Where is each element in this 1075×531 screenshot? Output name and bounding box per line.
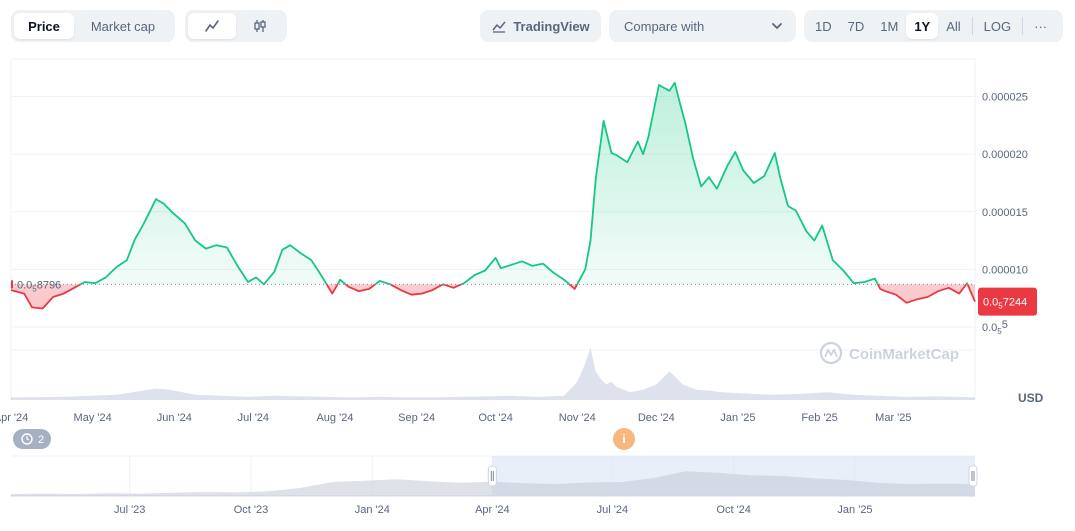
watermark-text: CoinMarketCap [849,346,959,363]
x-tick-label: Jan '25 [720,412,755,424]
tradingview-button[interactable]: TradingView [480,10,601,42]
history-icon [21,433,33,445]
baseline-marker [11,280,13,289]
x-tick-label: Sep '24 [398,412,435,424]
more-options-button[interactable]: ··· [1034,18,1048,34]
watermark: CoinMarketCap [819,341,959,365]
y-axis-ticks: 0.000025 0.000020 0.000015 0.000010 0.055 [982,92,1028,336]
chevron-down-icon [772,23,782,29]
candlestick-icon [254,20,266,32]
event-marker-label: i [622,432,625,446]
y-tick-label: 0.000010 [982,264,1028,276]
navigator-right-handle[interactable] [968,465,978,487]
range-divider [1022,17,1024,35]
tradingview-icon [492,21,506,33]
currency-label: USD [1018,391,1044,405]
y-tick-label: 0.000015 [982,207,1028,219]
range-7d-button[interactable]: 7D [847,18,865,34]
coinmarketcap-logo-icon [819,341,843,365]
x-axis-ticks: Apr '24 May '24 Jun '24 Jul '24 Aug '24 Sep '… [0,412,912,424]
x-tick-label: Dec '24 [638,412,675,424]
line-chart-button[interactable] [188,13,236,39]
baseline-main: 0.0 [17,279,32,291]
navigator-tick-label: Jul '24 [597,504,628,516]
event-badge-count: 2 [38,434,44,446]
x-tick-label: Aug '24 [316,412,353,424]
navigator-tick-label: Oct '24 [716,504,751,516]
current-main: 0.0 [983,297,998,309]
x-tick-label: Jul '24 [238,412,269,424]
volume-bars [11,348,975,400]
chart-toolbar: Price Market cap TradingView Compare wit… [11,10,1064,42]
navigator-tick-label: Apr '24 [475,504,510,516]
price-line-up [78,81,969,285]
chart-style-toggle [185,10,287,42]
range-1y-button[interactable]: 1Y [906,13,939,39]
compare-with-label: Compare with [624,18,705,34]
navigator-tick-label: Oct '23 [234,504,269,516]
navigator-tick-label: Jan '25 [837,504,872,516]
baseline-price-label: 0.058796 [17,279,61,293]
y-tick-label: 0.000025 [982,92,1028,104]
navigator-left-handle[interactable] [487,465,497,487]
event-marker[interactable]: i [613,428,635,450]
price-tab[interactable]: Price [14,13,74,39]
current-price-badge [978,287,1037,316]
x-tick-label: Feb '25 [801,412,837,424]
current-price-label: 0.057244 [983,297,1027,311]
y-tick-label: 0.000020 [982,149,1028,161]
range-1d-button[interactable]: 1D [815,18,832,34]
current-subscript: 5 [998,302,1003,311]
x-tick-label: May '24 [74,412,112,424]
navigator-x-ticks: Jul '23 Oct '23 Jan '24 Apr '24 Jul '24 Oct '… [114,504,873,516]
volume-area [11,348,975,400]
x-tick-label: Jun '24 [157,412,192,424]
navigator-handle-grip [968,465,978,487]
range-1m-button[interactable]: 1M [880,18,899,34]
line-chart-icon [205,20,219,32]
navigator-tick-label: Jul '23 [114,504,145,516]
range-navigator[interactable]: Jul '23 Oct '23 Jan '24 Apr '24 Jul '24 Oct '… [11,455,978,516]
log-scale-button[interactable]: LOG [983,18,1012,34]
market-cap-tab[interactable]: Market cap [90,18,156,34]
chart-type-toggle: Price Market cap [11,10,175,42]
current-price-tag: 0.057244 [978,287,1037,316]
x-tick-label: Apr '24 [0,412,28,424]
history-icon-hand [26,436,30,441]
compare-with-dropdown[interactable]: Compare with [609,10,796,42]
event-badge[interactable]: 2 [13,429,51,449]
navigator-handle-grip [487,465,497,487]
x-tick-label: Nov '24 [559,412,596,424]
area-above-baseline [11,82,975,285]
range-divider [971,17,973,35]
current-digits: 7244 [1003,297,1027,309]
baseline-subscript: 5 [32,284,37,293]
tradingview-label: TradingView [513,18,590,34]
baseline-digits: 8796 [37,279,61,291]
time-range-selector: 1D 7D 1M 1Y All LOG ··· [804,10,1063,42]
candlestick-chart-button[interactable] [236,13,284,39]
navigator-tick-label: Jan '24 [355,504,390,516]
range-all-button[interactable]: All [946,18,961,34]
x-tick-label: Oct '24 [478,412,513,424]
x-tick-label: Mar '25 [875,412,911,424]
y-tick-label: 0.055 [982,319,1008,336]
coinmarketcap-logo-mark [824,349,838,358]
event-marker-circle [613,428,635,450]
